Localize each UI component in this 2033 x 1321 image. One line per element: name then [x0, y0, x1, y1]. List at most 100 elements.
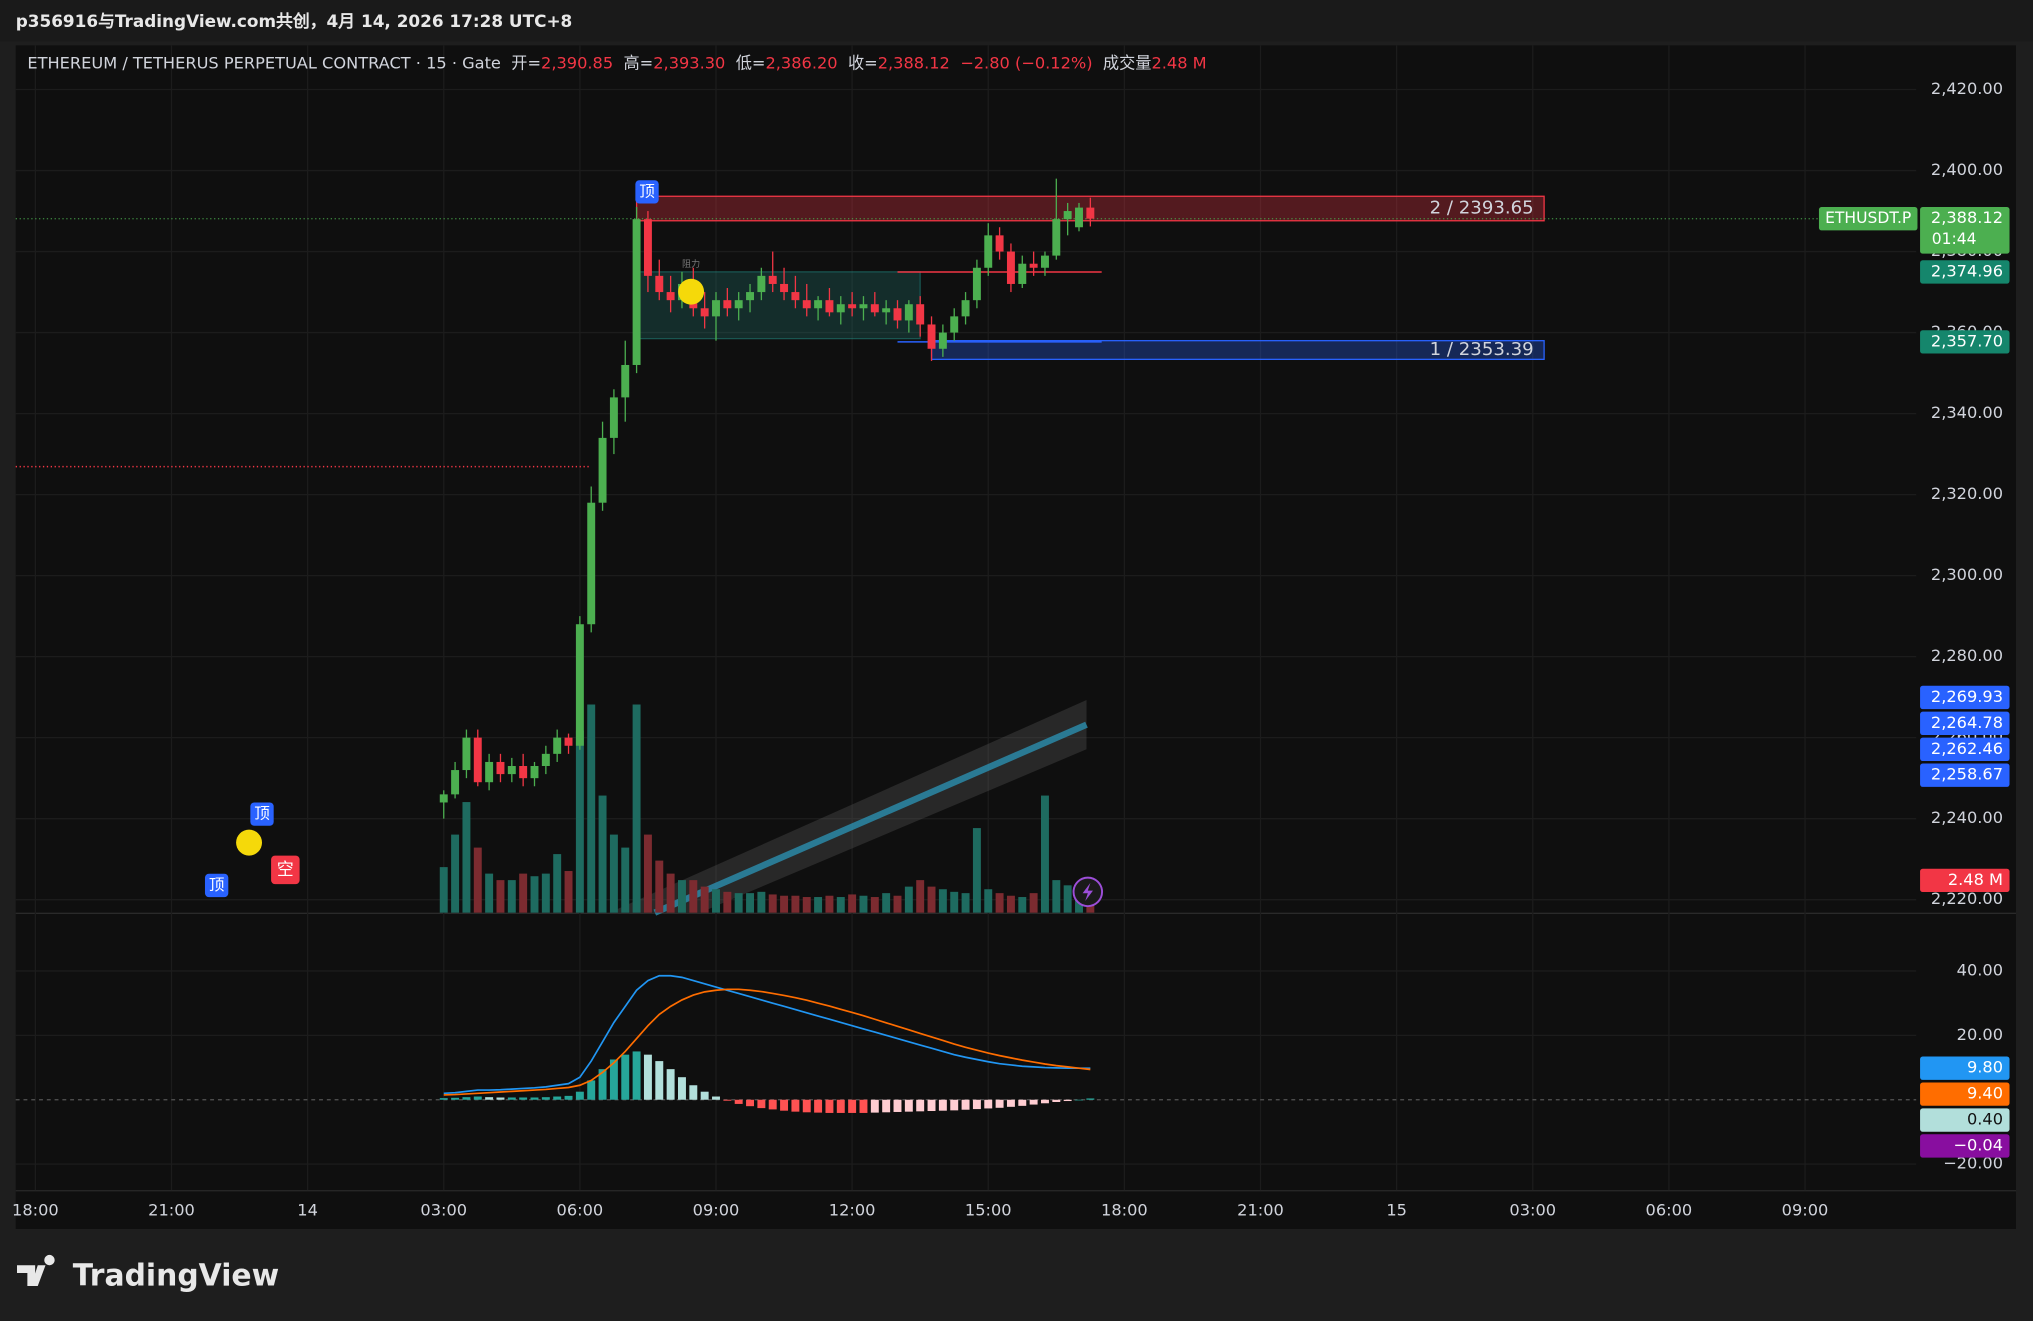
- histogram-bar: [451, 1097, 460, 1100]
- volume-bar: [1052, 880, 1061, 913]
- candle-body: [621, 364, 630, 398]
- candle-body: [1029, 263, 1038, 268]
- candle-body: [768, 275, 777, 284]
- candle-body: [598, 437, 607, 503]
- volume-bar: [1018, 897, 1027, 913]
- current-price-tag: [1920, 206, 2010, 254]
- histogram-bar: [734, 1099, 743, 1104]
- volume-bar: [870, 897, 879, 913]
- histogram-bar: [927, 1099, 936, 1112]
- volume-bar: [666, 873, 675, 913]
- volume-bar: [643, 834, 652, 913]
- price-tag: [1920, 1108, 2010, 1132]
- volume-bar: [768, 894, 777, 913]
- volume-bar: [1041, 795, 1049, 913]
- price-tag-label: −0.04: [1953, 1135, 2003, 1154]
- price-tag: [1920, 711, 2010, 736]
- histogram-bar: [870, 1099, 879, 1113]
- y-tick-label: 2,300.00: [1931, 565, 2003, 584]
- volume-bar: [553, 854, 562, 913]
- histogram-bar: [984, 1099, 993, 1109]
- volume-bar: [621, 847, 630, 913]
- legend-label: 高=: [624, 53, 654, 72]
- legend-label: 低=: [736, 53, 766, 72]
- plot: [439, 178, 1095, 1113]
- legend-label: 成交量: [1103, 53, 1152, 72]
- candle-body: [746, 292, 754, 301]
- candle-body: [1063, 211, 1072, 220]
- histogram-bar: [836, 1099, 845, 1113]
- legend-value: 2,388.12: [878, 53, 950, 72]
- volume-bar: [961, 893, 970, 913]
- candle-body: [950, 316, 959, 333]
- volume-bar: [780, 895, 789, 913]
- signal-markers: 顶 顶 空 顶 阻力: [204, 180, 1104, 908]
- volume-bar: [984, 889, 993, 913]
- histogram-bar: [950, 1099, 959, 1111]
- volume-bar: [791, 895, 800, 913]
- brand-name: TradingView: [73, 1258, 279, 1293]
- x-tick-label: 21:00: [1237, 1200, 1284, 1219]
- histogram-bar: [530, 1097, 539, 1100]
- volume-bar: [950, 891, 959, 913]
- candle-body: [462, 737, 471, 771]
- overlays: 2 / 2393.65 1 / 2353.39: [15, 195, 1917, 916]
- x-tick-label: 15: [1386, 1200, 1407, 1219]
- price-tag: [1920, 763, 2010, 787]
- trend-line: [653, 721, 1088, 916]
- candle-body: [575, 624, 584, 746]
- x-tick-label: 09:00: [1782, 1200, 1829, 1219]
- header-title: p356916与TradingView.com共创，4月 14, 2026 17…: [16, 11, 573, 31]
- x-tick-label: 06:00: [557, 1200, 604, 1219]
- price-tag-label: 2,264.78: [1931, 713, 2003, 732]
- candle-body: [972, 267, 981, 301]
- histogram-bar: [972, 1099, 981, 1110]
- trend-band: [609, 700, 1087, 913]
- price-tag-label: 0.40: [1967, 1110, 2003, 1129]
- marker-label: 顶: [254, 805, 270, 823]
- histogram-bar: [485, 1097, 494, 1100]
- candle-body: [587, 502, 596, 625]
- legend-change: −2.80 (−0.12%): [960, 53, 1092, 72]
- histogram-bar: [473, 1096, 482, 1100]
- price-tag: [1920, 737, 2010, 761]
- marker-note: 阻力: [682, 258, 700, 270]
- axes: 18:00 21:00 14 03:00 06:00 09:00 12:00 15:00 18:…: [12, 79, 2010, 1219]
- marker-label: 顶: [639, 182, 655, 200]
- candle-body: [1052, 219, 1061, 256]
- histogram-bar: [757, 1099, 766, 1109]
- volume-bar: [859, 895, 868, 913]
- volume-bar: [541, 873, 550, 913]
- volume-bar: [938, 889, 947, 913]
- histogram-bar: [564, 1095, 573, 1100]
- histogram-bar: [961, 1099, 970, 1110]
- candle-body: [496, 761, 505, 775]
- candle-body: [927, 324, 936, 349]
- candle-body: [451, 770, 460, 795]
- histogram-bar: [938, 1099, 947, 1111]
- histogram-bar: [439, 1098, 448, 1100]
- volume-bar: [632, 704, 641, 913]
- volume-bar: [927, 886, 936, 913]
- current-price-label: 2,388.12: [1931, 208, 2003, 227]
- volume-bar: [598, 795, 607, 913]
- legend: ETHEREUM / TETHERUS PERPETUAL CONTRACT ·…: [27, 53, 1206, 72]
- volume-bar: [712, 889, 720, 913]
- candle-body: [609, 397, 618, 438]
- volume-bar: [1063, 885, 1072, 913]
- volume-bar: [530, 876, 539, 913]
- volume-bar: [439, 867, 448, 913]
- histogram-bar: [825, 1099, 834, 1113]
- y-tick-label: 20.00: [1957, 1025, 2003, 1044]
- histogram-bar: [746, 1099, 754, 1107]
- candle-body: [519, 766, 528, 779]
- candle-body: [802, 300, 811, 309]
- macd-line: [443, 974, 1091, 1095]
- volume-bar: [519, 873, 528, 913]
- marker-dot: [678, 278, 705, 305]
- symbol-tag: [1818, 206, 1918, 231]
- x-tick-label: 21:00: [148, 1200, 195, 1219]
- histogram-bar: [655, 1061, 664, 1100]
- candle-body: [473, 737, 482, 783]
